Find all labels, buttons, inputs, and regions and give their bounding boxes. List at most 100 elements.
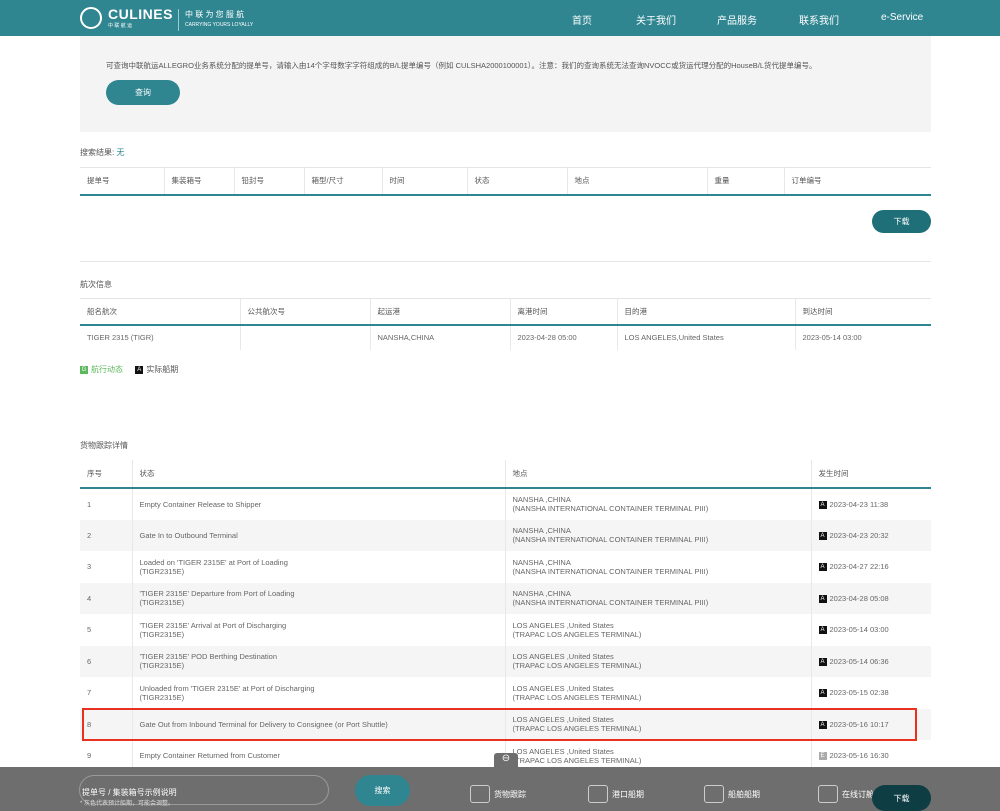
status-tag-icon: A [818, 689, 827, 698]
legend-sailing: 航行动态 [91, 365, 123, 374]
event-time: 2023-05-16 10:17 [829, 719, 889, 729]
location-text: NANSHA ,CHINA [512, 495, 571, 505]
location-cell: LOS ANGELES ,United States (TRAPAC LOS AN… [505, 645, 812, 677]
tracking-row: 7 Unloaded from 'TIGER 2315E' at Port of … [80, 677, 931, 709]
column-header: 状态 [132, 460, 506, 489]
bottom-search-button[interactable]: 搜索 [355, 775, 410, 806]
time-cell: A 2023-05-15 02:38 [811, 677, 931, 709]
column-header: 公共航次号 [240, 298, 371, 326]
terminal-text: (NANSHA INTERNATIONAL CONTAINER TERMINAL… [512, 504, 709, 514]
booking-icon [818, 785, 838, 803]
tracking-header-row: 序号 状态 地点 发生时间 [80, 460, 931, 489]
status-text: Gate Out from Inbound Terminal for Deliv… [139, 719, 388, 729]
column-header: 序号 [80, 460, 133, 489]
bottom-note: * 灰色代表预计船期，可能会调整。 [80, 801, 175, 807]
tracking-row: 2 Gate In to Outbound Terminal NANSHA ,CHI… [80, 519, 931, 551]
status-tag-icon: E [818, 752, 827, 761]
highlight-box [82, 708, 917, 741]
nav-about[interactable]: 关于我们 [636, 16, 676, 27]
row-number: 2 [80, 519, 133, 551]
status-text: 'TIGER 2315E' POD Berthing Destination [139, 652, 278, 662]
legend-actual: 实际船期 [146, 365, 179, 374]
status-text: Empty Container Returned from Customer [139, 751, 280, 761]
online-booking-link[interactable]: 在线订舱 [818, 785, 874, 803]
top-nav-bar: CULINES 中 联 航 运 中 联 为 您 服 航 CARRYING YOU… [0, 0, 1000, 36]
status-tag-icon: A [818, 720, 827, 729]
tracking-row: 6 'TIGER 2315E' POD Berthing Destination(… [80, 645, 931, 677]
port-schedule-link[interactable]: 港口船期 [588, 785, 644, 803]
column-header: 起运港 [370, 298, 511, 326]
culines-logo[interactable]: CULINES 中 联 航 运 [80, 6, 173, 29]
status-tag-icon: A [818, 563, 827, 572]
location-cell: LOS ANGELES ,United States (TRAPAC LOS AN… [505, 740, 812, 772]
voyage-cell: 2023-05-14 03:00 [802, 333, 862, 342]
vessel-schedule-link[interactable]: 船舶船期 [704, 785, 760, 803]
voyage-code: (TIGR2315E) [139, 661, 185, 671]
status-text: Loaded on 'TIGER 2315E' at Port of Loadi… [139, 557, 288, 567]
location-text: LOS ANGELES ,United States [512, 683, 614, 693]
terminal-text: (NANSHA INTERNATIONAL CONTAINER TERMINAL… [512, 566, 709, 576]
query-button[interactable]: 查询 [106, 80, 180, 105]
voyage-title: 航次信息 [80, 280, 112, 289]
slogan-en: CARRYING YOURS LOYALLY [185, 22, 254, 28]
location-cell: LOS ANGELES ,United States (TRAPAC LOS AN… [505, 614, 812, 646]
voyage-cell: NANSHA,CHINA [370, 324, 511, 350]
status-cell: Gate Out from Inbound Terminal for Deliv… [132, 708, 506, 740]
slogan: 中 联 为 您 服 航 CARRYING YOURS LOYALLY [178, 9, 253, 31]
bottom-download-button[interactable]: 下载 [872, 785, 931, 811]
tracking-row: 1 Empty Container Release to Shipper NANSH… [80, 488, 931, 520]
column-header: 船名航次 [80, 298, 241, 326]
tracking-row: 4 'TIGER 2315E' Departure from Port of Lo… [80, 582, 931, 614]
status-cell: Loaded on 'TIGER 2315E' at Port of Loadi… [132, 551, 506, 583]
logo-flower-icon [80, 6, 102, 29]
voyage-cell: LOS ANGELES,United States [617, 324, 796, 350]
tracking-table: 序号 状态 地点 发生时间 1 Empty Container Release to Sh… [80, 460, 931, 772]
time-cell: E 2023-05-16 16:30 [811, 740, 931, 772]
voyage-cell [240, 324, 371, 350]
terminal-text: (TRAPAC LOS ANGELES TERMINAL) [512, 661, 642, 671]
download-button[interactable]: 下载 [872, 210, 931, 233]
location-cell: NANSHA ,CHINA (NANSHA INTERNATIONAL CONTA… [505, 519, 812, 551]
nav-contact[interactable]: 联系我们 [799, 16, 839, 27]
location-text: LOS ANGELES ,United States [512, 620, 614, 630]
column-header: 铅封号 [234, 167, 305, 196]
collapse-toggle-icon[interactable]: ⊖ [494, 753, 518, 767]
terminal-text: (NANSHA INTERNATIONAL CONTAINER TERMINAL… [512, 535, 709, 545]
status-tag-icon: A [818, 594, 827, 603]
g-tag-icon: G [80, 365, 88, 374]
port-icon [588, 785, 608, 803]
event-time: 2023-04-27 22:16 [829, 562, 889, 572]
status-cell: 'TIGER 2315E' POD Berthing Destination (T… [132, 645, 506, 677]
event-time: 2023-04-28 05:08 [829, 593, 889, 603]
terminal-text: (TRAPAC LOS ANGELES TERMINAL) [512, 629, 642, 639]
cargo-tracking-link[interactable]: 货物跟踪 [470, 785, 526, 803]
event-time: 2023-05-16 16:30 [829, 751, 889, 761]
status-tag-icon: A [818, 626, 827, 635]
voyage-code: (TIGR2315E) [139, 598, 185, 608]
ship-icon [470, 785, 490, 803]
location-text: LOS ANGELES ,United States [512, 715, 614, 725]
nav-home[interactable]: 首页 [572, 16, 592, 27]
slogan-cn: 中 联 为 您 服 航 [185, 10, 245, 19]
bottom-search-input[interactable]: 提单号 / 集装箱号示例说明 [79, 775, 329, 805]
nav-products[interactable]: 产品服务 [717, 16, 757, 27]
voyage-legend: G 航行动态 A 实际船期 [80, 364, 178, 375]
row-number: 7 [80, 677, 133, 709]
column-header: 状态 [467, 167, 568, 196]
status-text: Gate In to Outbound Terminal [139, 530, 238, 540]
row-number: 3 [80, 551, 133, 583]
column-header: 箱型/尺寸 [304, 167, 383, 196]
voyage-header-row: 船名航次 公共航次号 起运港 离港时间 目的港 到达时间 [80, 298, 931, 326]
nav-eservice[interactable]: e-Service [881, 12, 924, 23]
row-number: 6 [80, 645, 133, 677]
event-time: 2023-05-14 03:00 [829, 625, 889, 635]
event-time: 2023-05-15 02:38 [829, 688, 889, 698]
tracking-row: 8 Gate Out from Inbound Terminal for Deli… [80, 708, 931, 740]
column-header: 到达时间 [795, 298, 931, 326]
voyage-code: (TIGR2315E) [139, 692, 185, 702]
location-cell: NANSHA ,CHINA (NANSHA INTERNATIONAL CONTA… [505, 582, 812, 614]
location-text: NANSHA ,CHINA [512, 526, 571, 536]
query-hint: 可查询中联航运ALLEGRO业务系统分配的提单号，请输入由14个字母数字字符组成… [106, 61, 817, 70]
location-cell: NANSHA ,CHINA (NANSHA INTERNATIONAL CONTA… [505, 551, 812, 583]
column-header: 订单编号 [784, 167, 931, 196]
